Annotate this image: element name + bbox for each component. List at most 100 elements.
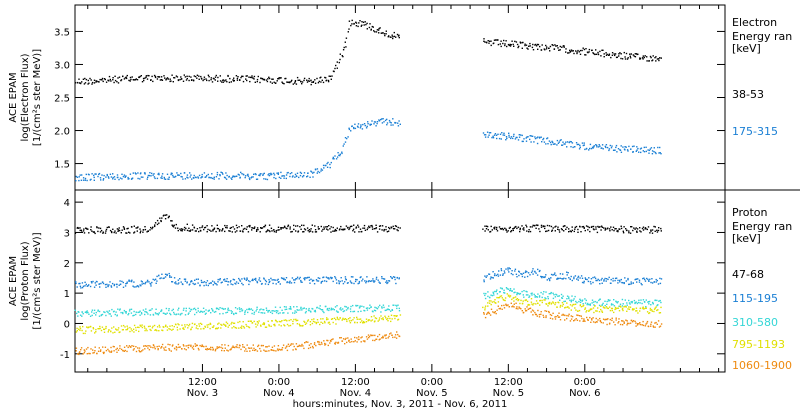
data-point [588,309,590,312]
data-point [348,127,350,129]
data-point [377,279,379,281]
data-point [301,281,303,283]
data-point [606,318,608,321]
data-point [651,229,654,231]
data-point [202,311,204,313]
data-point [579,304,582,306]
data-point [128,79,130,82]
data-point [216,224,218,226]
data-point [299,174,302,177]
data-point [173,277,176,279]
data-point [314,309,316,312]
data-point [491,229,493,231]
data-point [314,321,316,323]
data-point [632,282,634,284]
data-point [312,172,314,174]
data-point [306,277,308,279]
data-point [276,172,278,174]
data-point [637,323,639,325]
data-point [552,292,554,294]
data-point [164,77,166,79]
data-point [102,231,104,233]
data-point [139,228,141,230]
data-point [514,226,516,228]
data-point [645,228,647,230]
data-point [166,273,168,276]
data-point [291,176,294,178]
data-point [101,313,104,316]
data-point [280,228,282,230]
data-point [195,278,198,280]
data-point [528,295,531,297]
data-point [345,46,347,48]
data-point [165,78,168,80]
data-point [567,272,569,274]
data-point [179,78,181,81]
data-point [358,307,361,309]
data-point [203,228,205,231]
data-point [370,280,372,282]
data-point [374,31,376,33]
data-point [324,342,326,345]
data-point [248,307,250,310]
data-point [531,270,534,272]
data-point [397,304,399,306]
data-point [277,172,280,174]
data-point [343,310,346,312]
data-point [532,273,534,275]
data-point [340,225,342,228]
data-point [358,336,360,338]
data-point [98,283,101,285]
data-point [506,293,508,295]
data-point [286,81,288,83]
data-point [351,125,353,128]
data-point [328,309,330,312]
data-point [585,147,588,150]
data-point [660,57,662,59]
data-point [361,305,363,307]
data-point [300,345,302,347]
data-point [642,306,644,308]
data-point [84,179,86,181]
data-point [510,136,513,138]
data-point [598,304,601,307]
data-point [546,224,549,227]
data-point [78,179,80,182]
data-point [329,75,332,77]
data-point [516,293,518,296]
data-point [152,346,154,349]
data-point [609,299,611,301]
data-point [169,78,171,80]
data-point [287,224,290,226]
data-point [559,277,561,279]
data-point [347,136,349,138]
data-point [244,176,246,179]
data-point [358,318,360,320]
data-point [205,282,207,284]
data-point [603,280,605,282]
data-point [653,225,655,228]
data-point [206,231,208,233]
data-point [206,347,209,350]
data-point [74,309,76,311]
data-point [511,290,513,292]
data-point [488,40,491,42]
data-point [295,230,297,232]
data-point [122,329,124,331]
data-point [177,174,179,176]
data-point [138,349,140,352]
data-point [564,225,566,227]
data-point [592,147,594,149]
data-point [624,299,626,301]
data-point [569,320,572,322]
data-point [159,79,162,81]
data-point [201,176,204,178]
data-point [188,325,190,327]
data-point [608,54,610,56]
data-point [488,132,491,134]
data-point [529,226,532,228]
data-point [307,80,310,82]
data-point [641,227,644,230]
data-point [374,306,376,309]
data-point [231,321,233,324]
